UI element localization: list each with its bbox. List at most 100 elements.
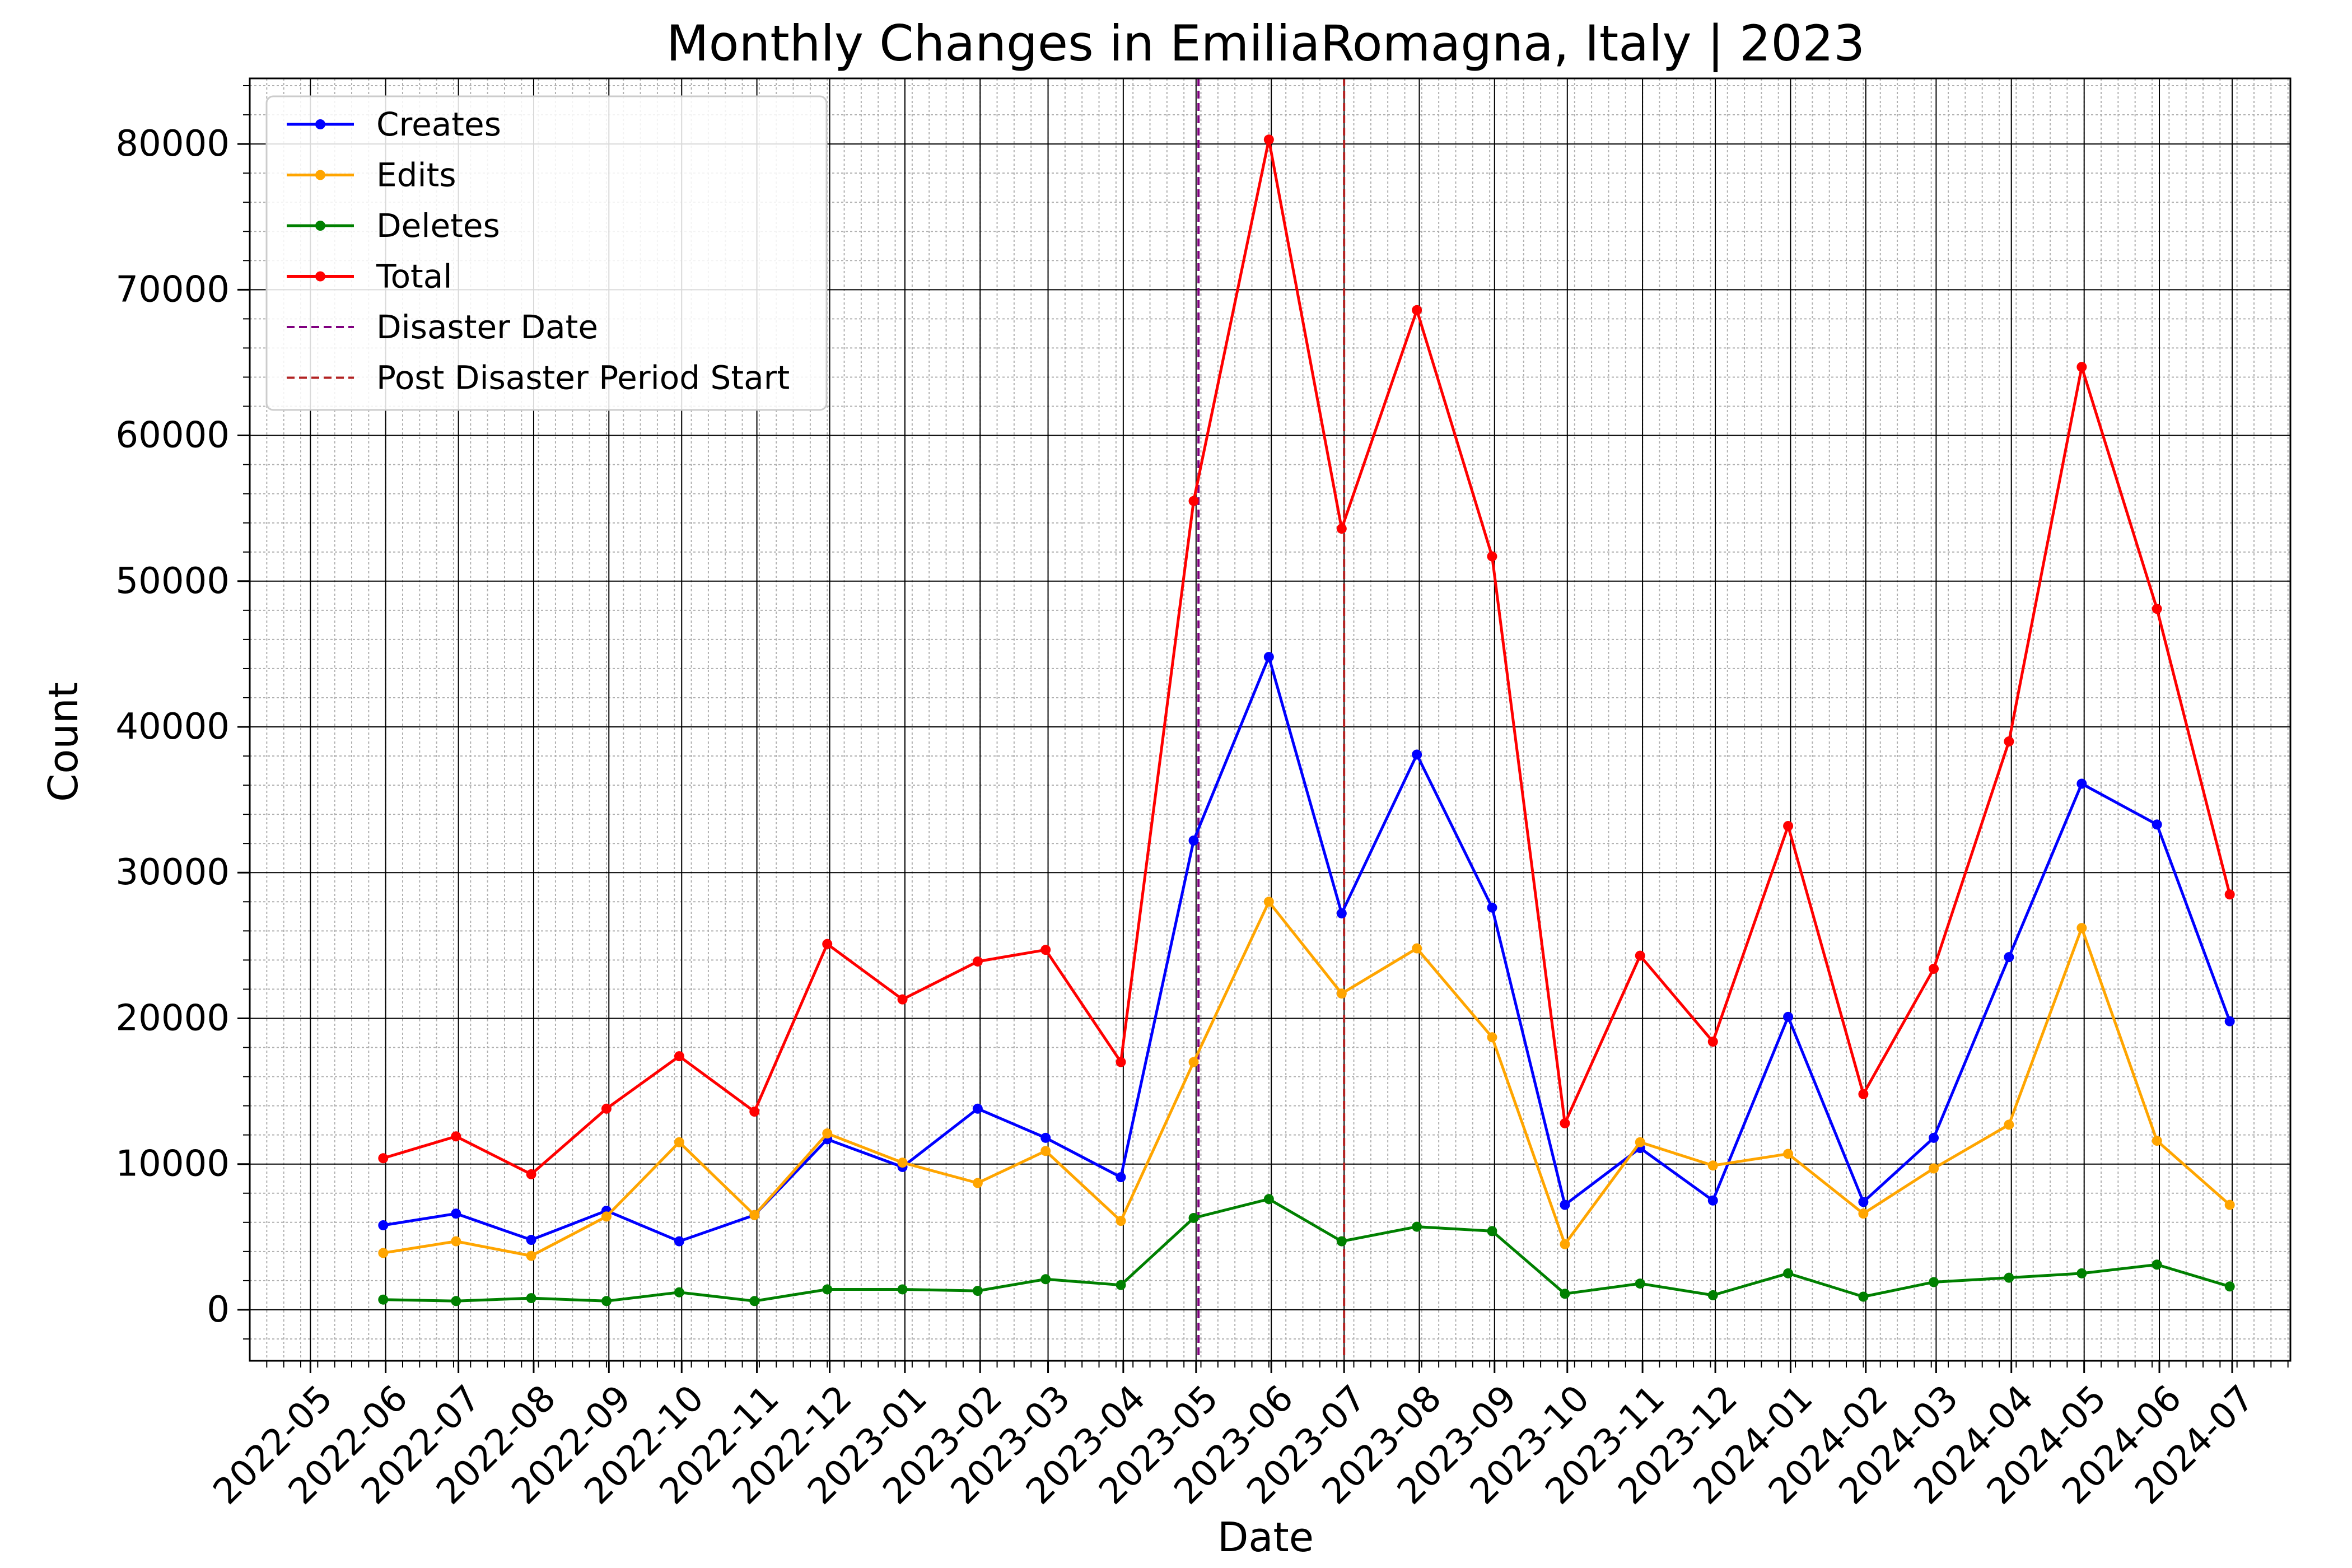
y-tick-label: 70000 [115, 269, 230, 310]
data-point [2152, 604, 2162, 614]
data-point [972, 1286, 983, 1296]
data-point [1487, 551, 1497, 562]
data-point [1188, 496, 1199, 506]
data-point [972, 956, 983, 967]
legend-label: Disaster Date [376, 308, 598, 346]
legend-marker [315, 170, 325, 180]
data-point [1116, 1172, 1126, 1183]
data-point [1707, 1290, 1718, 1300]
data-point [1783, 1011, 1794, 1022]
data-point [972, 1178, 983, 1188]
data-point [2004, 1272, 2014, 1283]
data-point [1707, 1195, 1718, 1206]
x-axis-title: Date [1217, 1514, 1314, 1561]
data-point [1188, 1057, 1199, 1067]
data-point [972, 1103, 983, 1114]
data-point [2004, 952, 2014, 963]
data-point [822, 1128, 833, 1139]
data-point [897, 1284, 908, 1295]
data-point [2224, 1281, 2235, 1292]
data-point [526, 1293, 536, 1304]
data-point [451, 1208, 461, 1219]
y-tick-label: 0 [207, 1289, 230, 1331]
y-axis-title: Count [40, 682, 87, 802]
data-point [2076, 778, 2087, 789]
data-point [1188, 835, 1199, 846]
data-point [2224, 1016, 2235, 1026]
data-point [1560, 1118, 1570, 1128]
data-point [1263, 134, 1274, 145]
data-point [1858, 1089, 1869, 1099]
data-point [1412, 305, 1422, 315]
legend: Creates Edits Deletes Total Disaster Date Pos… [265, 95, 828, 411]
data-point [897, 994, 908, 1005]
data-point [749, 1210, 760, 1220]
data-point [1487, 1032, 1497, 1043]
data-point [1336, 524, 1347, 534]
data-point [2224, 1200, 2235, 1210]
data-point [2152, 1259, 2162, 1270]
data-point [451, 1131, 461, 1142]
data-point [1858, 1197, 1869, 1207]
data-point [451, 1296, 461, 1306]
data-point [601, 1211, 612, 1222]
data-point [2152, 1136, 2162, 1146]
data-point [378, 1294, 389, 1305]
data-point [378, 1153, 389, 1164]
data-point [822, 939, 833, 949]
data-point [1412, 749, 1422, 760]
legend-label: Edits [376, 156, 456, 194]
legend-label: Total [376, 258, 452, 296]
data-point [1635, 1278, 1645, 1289]
data-point [1560, 1200, 1570, 1210]
y-tick-label: 80000 [115, 123, 230, 165]
data-point [1040, 1146, 1051, 1156]
series-line [383, 1197, 2230, 1303]
data-point [2152, 819, 2162, 830]
data-point [1116, 1057, 1126, 1067]
data-point [1040, 945, 1051, 955]
data-point [1929, 963, 1939, 974]
data-point [2076, 923, 2087, 934]
data-point [1783, 1149, 1794, 1159]
legend-marker [315, 221, 325, 231]
data-point [674, 1236, 684, 1247]
data-point [1635, 1137, 1645, 1147]
data-point [1560, 1289, 1570, 1299]
legend-marker [315, 271, 325, 282]
data-point [1116, 1216, 1126, 1226]
data-point [526, 1235, 536, 1245]
y-tick-label: 40000 [115, 706, 230, 748]
data-point [1858, 1208, 1869, 1219]
data-point [1263, 897, 1274, 907]
data-point [451, 1236, 461, 1247]
data-point [749, 1296, 760, 1306]
series-line [382, 138, 2232, 1176]
data-point [749, 1107, 760, 1117]
data-point [1412, 1221, 1422, 1232]
y-tick-label: 30000 [115, 852, 230, 893]
data-point [1188, 1212, 1199, 1223]
data-point [1707, 1037, 1718, 1047]
data-point [1263, 652, 1274, 662]
legend-label: Deletes [376, 207, 500, 245]
data-point [1040, 1132, 1051, 1143]
data-point [601, 1296, 612, 1306]
y-tick-label: 60000 [115, 415, 230, 456]
chart-title: Monthly Changes in EmiliaRomagna, Italy … [666, 15, 1865, 73]
data-point [1263, 1194, 1274, 1205]
data-point [674, 1051, 684, 1062]
data-point [526, 1250, 536, 1261]
data-point [2076, 1268, 2087, 1278]
data-point [674, 1287, 684, 1298]
data-point [1858, 1291, 1869, 1302]
data-point [1336, 908, 1347, 919]
legend-marker [315, 119, 325, 129]
data-point [1635, 950, 1645, 961]
data-point [1783, 1268, 1794, 1278]
data-point [1487, 1226, 1497, 1236]
reference-lines [1197, 78, 1346, 1361]
data-point [1412, 943, 1422, 954]
data-point [1707, 1160, 1718, 1171]
